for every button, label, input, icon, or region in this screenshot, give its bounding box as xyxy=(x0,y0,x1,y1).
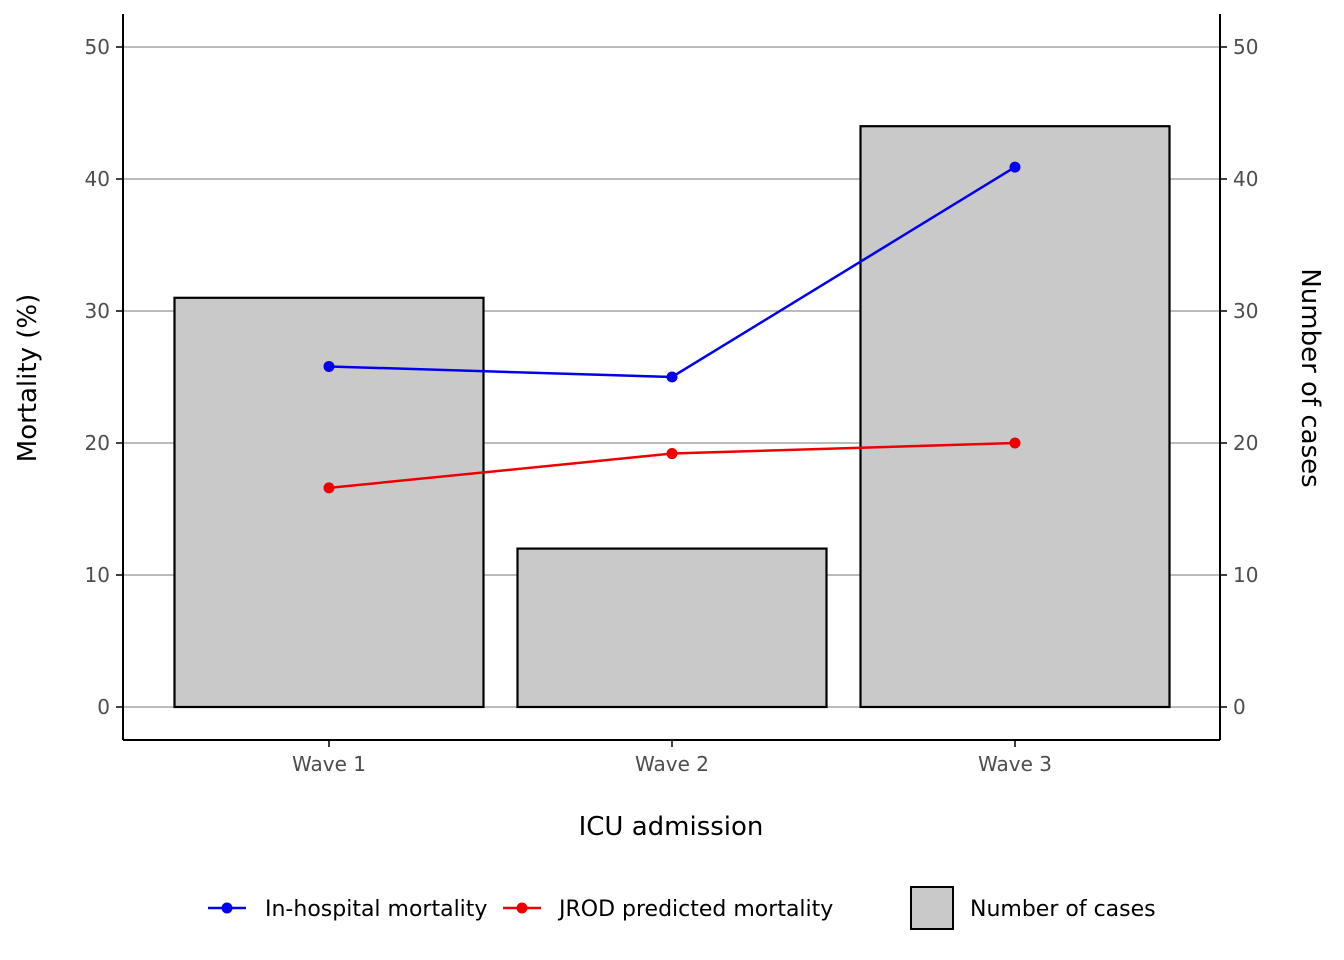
series-point-1 xyxy=(1009,437,1021,449)
bar-wave-3 xyxy=(859,125,1171,709)
x-tick-label: Wave 2 xyxy=(635,752,709,776)
y2-tick-label: 50 xyxy=(1233,35,1258,59)
legend: In-hospital mortality JROD predicted mor… xyxy=(208,886,1156,930)
bar-wave-2 xyxy=(516,547,828,709)
x-tick-label: Wave 3 xyxy=(978,752,1052,776)
y2-tick-label: 10 xyxy=(1233,563,1258,587)
series-point-1 xyxy=(323,482,335,494)
y2-tick-label: 20 xyxy=(1233,431,1258,455)
lines-layer xyxy=(323,161,1021,494)
y-axis-title: Mortality (%) xyxy=(13,294,43,462)
series-point-0 xyxy=(666,371,678,383)
y-tick-label: 10 xyxy=(85,563,110,587)
legend-label-number-of-cases: Number of cases xyxy=(970,897,1156,922)
x-axis-ticks: Wave 1 Wave 2 Wave 3 xyxy=(292,740,1052,776)
legend-item-in-hospital-mortality: In-hospital mortality xyxy=(208,897,487,922)
series-point-0 xyxy=(1009,161,1021,173)
legend-item-number-of-cases: Number of cases xyxy=(910,886,1156,930)
bars-layer xyxy=(173,125,1171,709)
x-axis-title: ICU admission xyxy=(579,812,764,842)
legend-label-in-hospital-mortality: In-hospital mortality xyxy=(265,897,487,922)
y2-tick-label: 0 xyxy=(1233,695,1246,719)
legend-item-jrod-predicted-mortality: JROD predicted mortality xyxy=(503,897,833,922)
y2-axis-title: Number of cases xyxy=(1295,268,1325,487)
y-tick-label: 50 xyxy=(85,35,110,59)
y2-tick-label: 30 xyxy=(1233,299,1258,323)
left-axis-ticks: 0 10 20 30 40 50 xyxy=(85,35,123,719)
y-tick-label: 20 xyxy=(85,431,110,455)
series-point-1 xyxy=(666,448,678,460)
bar-wave-1 xyxy=(173,296,485,709)
x-tick-label: Wave 1 xyxy=(292,752,366,776)
y-tick-label: 0 xyxy=(97,695,110,719)
y2-tick-label: 40 xyxy=(1233,167,1258,191)
y-tick-label: 40 xyxy=(85,167,110,191)
series-point-0 xyxy=(323,360,335,372)
legend-label-jrod-predicted-mortality: JROD predicted mortality xyxy=(557,897,833,922)
right-axis-ticks: 0 10 20 30 40 50 xyxy=(1220,35,1258,719)
y-tick-label: 30 xyxy=(85,299,110,323)
